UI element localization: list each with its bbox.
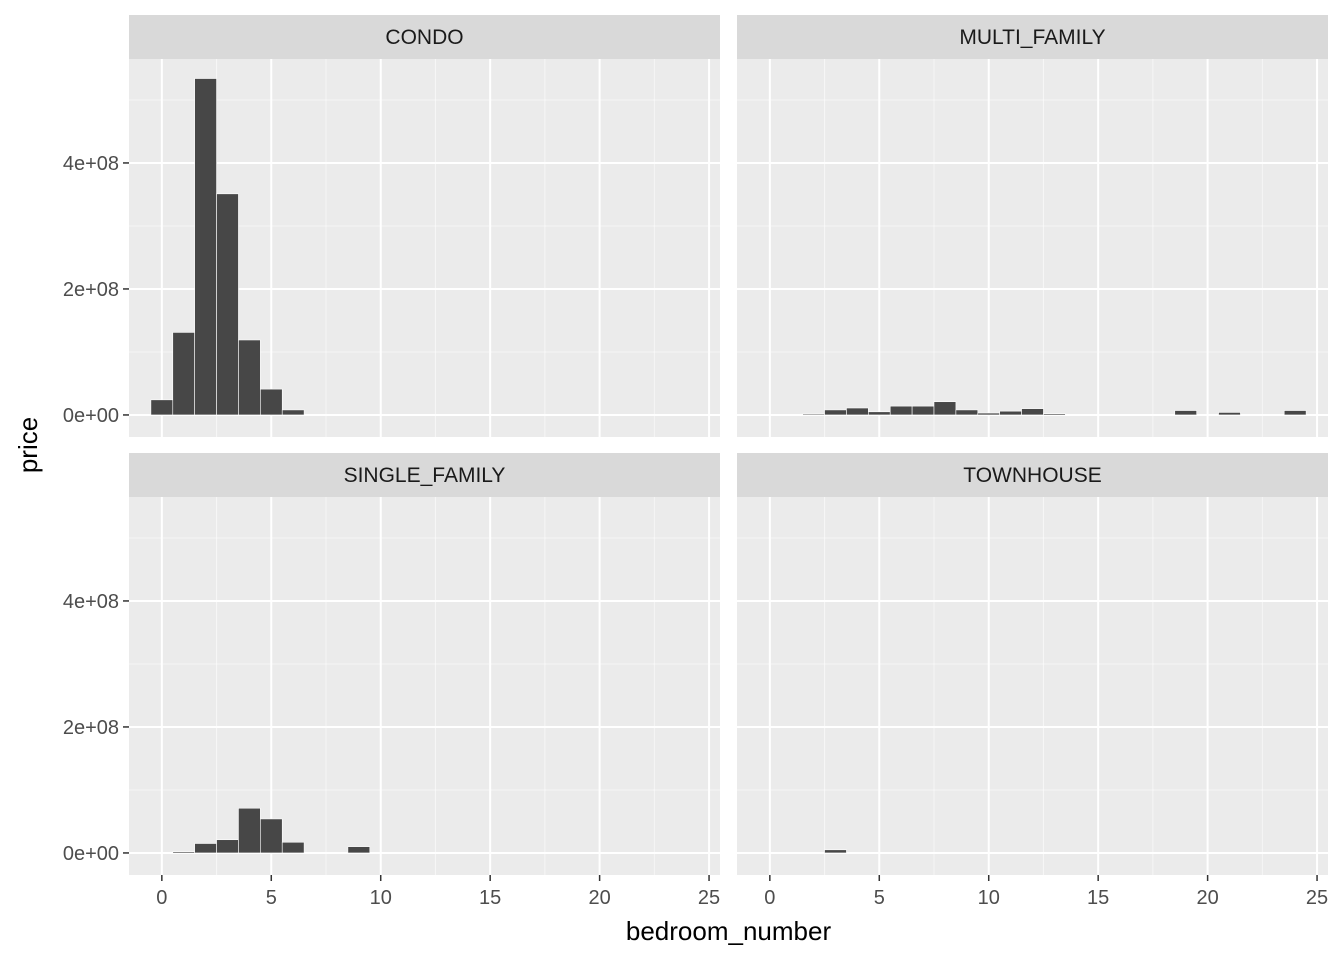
bar: [955, 409, 979, 416]
bar: [194, 843, 217, 854]
x-tick-label: 10: [370, 887, 392, 909]
bar: [238, 339, 261, 416]
facet-strip: [737, 453, 1328, 497]
bar: [1283, 410, 1307, 416]
y-tick-label: 4e+08: [63, 153, 119, 175]
bar: [194, 78, 217, 416]
bar: [172, 851, 195, 854]
x-tick-label: 25: [1306, 887, 1328, 909]
facet-strip: [737, 15, 1328, 59]
bar: [868, 411, 891, 416]
facet-strip-label: SINGLE_FAMILY: [344, 464, 506, 487]
facet-strip-label: TOWNHOUSE: [963, 464, 1101, 487]
y-tick-label: 4e+08: [63, 591, 119, 613]
bar: [172, 332, 195, 416]
bar: [933, 401, 957, 416]
bar: [150, 399, 174, 416]
bar: [281, 841, 305, 854]
bar: [260, 388, 283, 416]
bar: [1174, 410, 1197, 416]
bar: [824, 409, 847, 416]
x-tick-label: 10: [978, 887, 1000, 909]
facet-panel-townhouse: TOWNHOUSE 0 5 10 15 20 25: [737, 453, 1328, 909]
y-tick-label: 0e+00: [63, 843, 119, 865]
x-tick-label: 5: [874, 887, 885, 909]
facet-strip: [129, 15, 720, 59]
x-tick-label: 0: [156, 887, 167, 909]
bar: [216, 193, 239, 416]
bar: [846, 407, 869, 416]
bar: [824, 849, 847, 854]
panel-background: [129, 497, 720, 875]
y-tick-label: 0e+00: [63, 405, 119, 427]
facet-strip: [129, 453, 720, 497]
bar: [889, 405, 913, 416]
bar: [1021, 408, 1044, 416]
bar: [802, 413, 825, 416]
bar: [977, 412, 1000, 416]
panel-background: [737, 59, 1328, 437]
facet-strip-label: MULTI_FAMILY: [959, 26, 1105, 49]
facet-strip-label: CONDO: [385, 26, 463, 49]
bar: [347, 846, 371, 854]
y-tick-label: 2e+08: [63, 717, 119, 739]
x-tick-label: 15: [1087, 887, 1109, 909]
facet-panel-multi-family: MULTI_FAMILY: [737, 15, 1328, 437]
x-tick-label: 20: [588, 887, 610, 909]
bar: [216, 839, 239, 854]
x-tick-label: 0: [764, 887, 775, 909]
x-axis-title: bedroom_number: [626, 916, 832, 946]
bar: [1218, 412, 1241, 416]
x-tick-label: 25: [698, 887, 720, 909]
x-tick-label: 15: [479, 887, 501, 909]
panel-background: [737, 497, 1328, 875]
bar: [999, 410, 1022, 416]
y-axis-title: price: [13, 417, 43, 473]
x-tick-label: 5: [266, 887, 277, 909]
y-tick-label: 2e+08: [63, 279, 119, 301]
bar: [1043, 413, 1066, 416]
x-tick-label: 20: [1196, 887, 1218, 909]
bar: [281, 409, 305, 416]
bar: [238, 807, 261, 854]
bar: [260, 818, 283, 854]
facet-panel-condo: CONDO 0e+00 2e+08 4e+08: [63, 15, 720, 437]
bar: [911, 405, 935, 416]
facet-panel-single-family: SINGLE_FAMILY 0e+00 2e+08 4e+08 0 5 10 15 20 25: [63, 453, 720, 909]
